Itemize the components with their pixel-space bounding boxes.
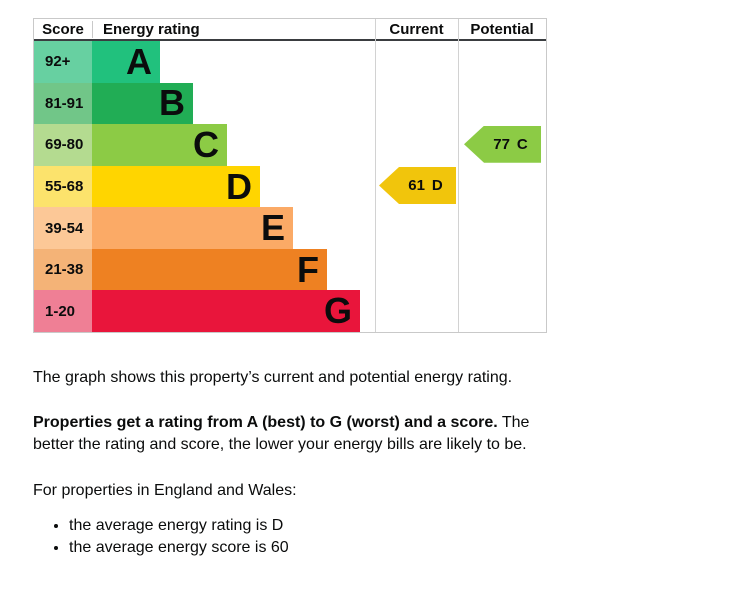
band-rows: 92+ A 81-91 B 69-80 C 55-68 D 39-54 E 21-38 F 1-20 G [34, 41, 546, 333]
averages-list: the average energy rating is D the avera… [33, 515, 549, 559]
rating-bar-e: E [92, 207, 293, 249]
band-row-f: 21-38 F [34, 248, 546, 291]
current-column-divider [375, 19, 376, 332]
band-row-c: 69-80 C [34, 124, 546, 166]
score-column-header: Score [42, 20, 84, 38]
list-item-average-score: the average energy score is 60 [69, 537, 549, 559]
rating-bar-b: B [92, 82, 193, 125]
potential-rating-letter: C [516, 135, 528, 153]
rating-bar-a: A [92, 41, 160, 83]
list-item-average-rating: the average energy rating is D [69, 515, 549, 537]
potential-column-header: Potential [470, 20, 534, 38]
rating-bar-c: C [92, 124, 227, 166]
rating-bar-d: D [92, 165, 260, 208]
band-row-a: 92+ A [34, 41, 546, 83]
score-range-a: 92+ [34, 41, 92, 83]
potential-score-value: 77 [493, 135, 510, 153]
band-row-d: 55-68 D [34, 165, 546, 208]
chart-header-row: Score Energy rating Current Potential [34, 19, 546, 41]
band-row-g: 1-20 G [34, 290, 546, 333]
score-range-b: 81-91 [34, 82, 92, 125]
energy-rating-chart: Score Energy rating Current Potential 92… [33, 18, 547, 333]
energy-rating-column-header: Energy rating [92, 20, 375, 38]
region-heading-text: For properties in England and Wales: [33, 482, 297, 499]
band-row-b: 81-91 B [34, 82, 546, 125]
graph-intro-text: The graph shows this property’s current … [33, 369, 513, 386]
current-rating-letter: D [431, 177, 443, 194]
score-range-f: 21-38 [34, 248, 92, 291]
score-range-g: 1-20 [34, 290, 92, 333]
description-text-block: The graph shows this property’s current … [33, 367, 549, 559]
score-range-e: 39-54 [34, 207, 92, 249]
rating-explanation-bold: Properties get a rating from A (best) to… [33, 414, 498, 431]
rating-bar-f: F [92, 248, 327, 291]
potential-column-divider [458, 19, 459, 332]
current-score-value: 61 [408, 177, 425, 194]
band-row-e: 39-54 E [34, 207, 546, 249]
score-range-c: 69-80 [34, 124, 92, 166]
rating-explanation-text: Properties get a rating from A (best) to… [33, 412, 549, 456]
rating-bar-g: G [92, 290, 360, 333]
score-range-d: 55-68 [34, 165, 92, 208]
current-column-header: Current [389, 20, 444, 38]
rating-explanation-rest: The better the rating and score, the low… [33, 414, 530, 453]
